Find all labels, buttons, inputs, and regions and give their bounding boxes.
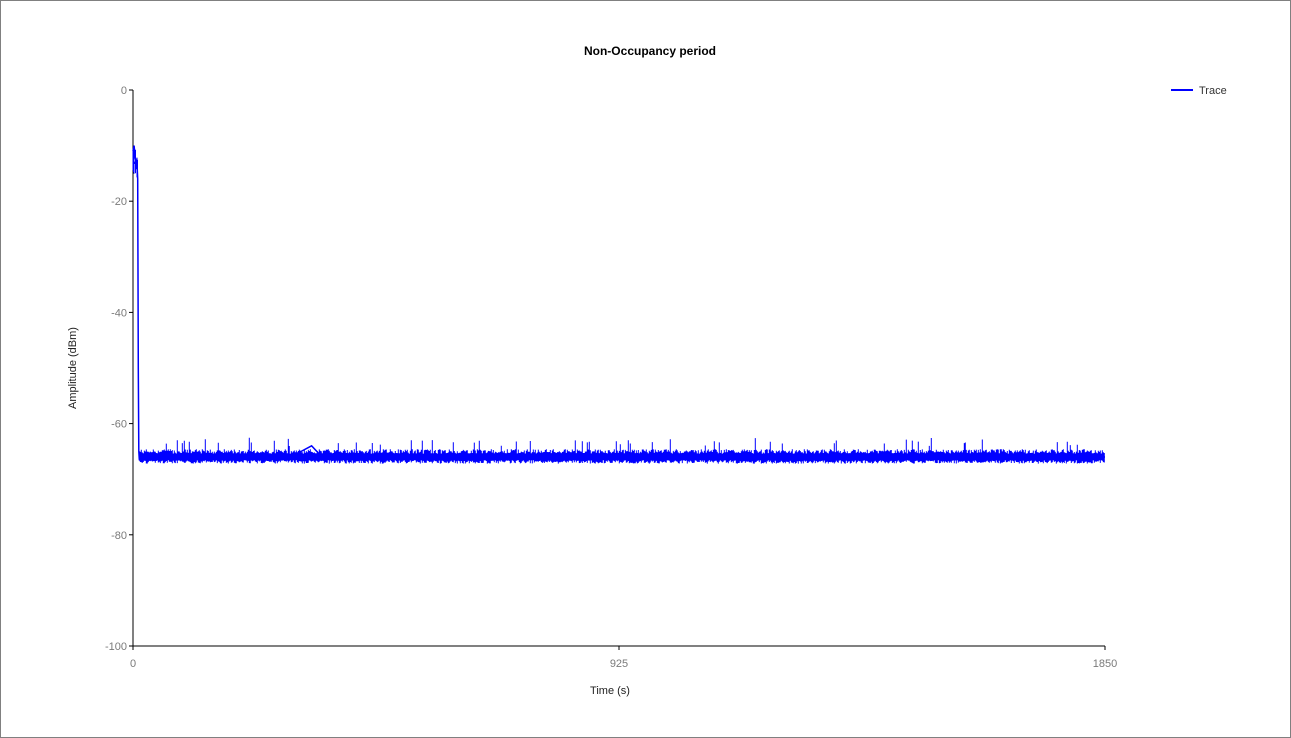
x-tick-labels: 0 925 1850 [130,646,1117,670]
series-line-trace [132,145,1105,460]
x-tick-label: 1850 [1093,658,1117,670]
y-tick-label: -80 [111,530,127,542]
x-tick-label: 925 [610,658,628,670]
y-tick-label: -100 [105,641,127,653]
chart-title: Non-Occupancy period [584,44,716,58]
y-tick-label: -20 [111,196,127,208]
y-tick-label: -40 [111,307,127,319]
y-tick-label: -60 [111,419,127,431]
series-initial-burst-trace [132,149,138,178]
y-tick-labels: 0 -20 -40 -60 -80 -100 [105,85,133,653]
legend-label-trace: Trace [1199,85,1227,97]
legend: Trace [1171,85,1227,97]
plot-series [132,145,1105,464]
y-tick-label: 0 [121,85,127,97]
series-noise-band-trace [138,437,1105,464]
x-axis-title: Time (s) [590,685,630,697]
y-axis-title: Amplitude (dBm) [67,327,79,409]
x-tick-label: 0 [130,658,136,670]
